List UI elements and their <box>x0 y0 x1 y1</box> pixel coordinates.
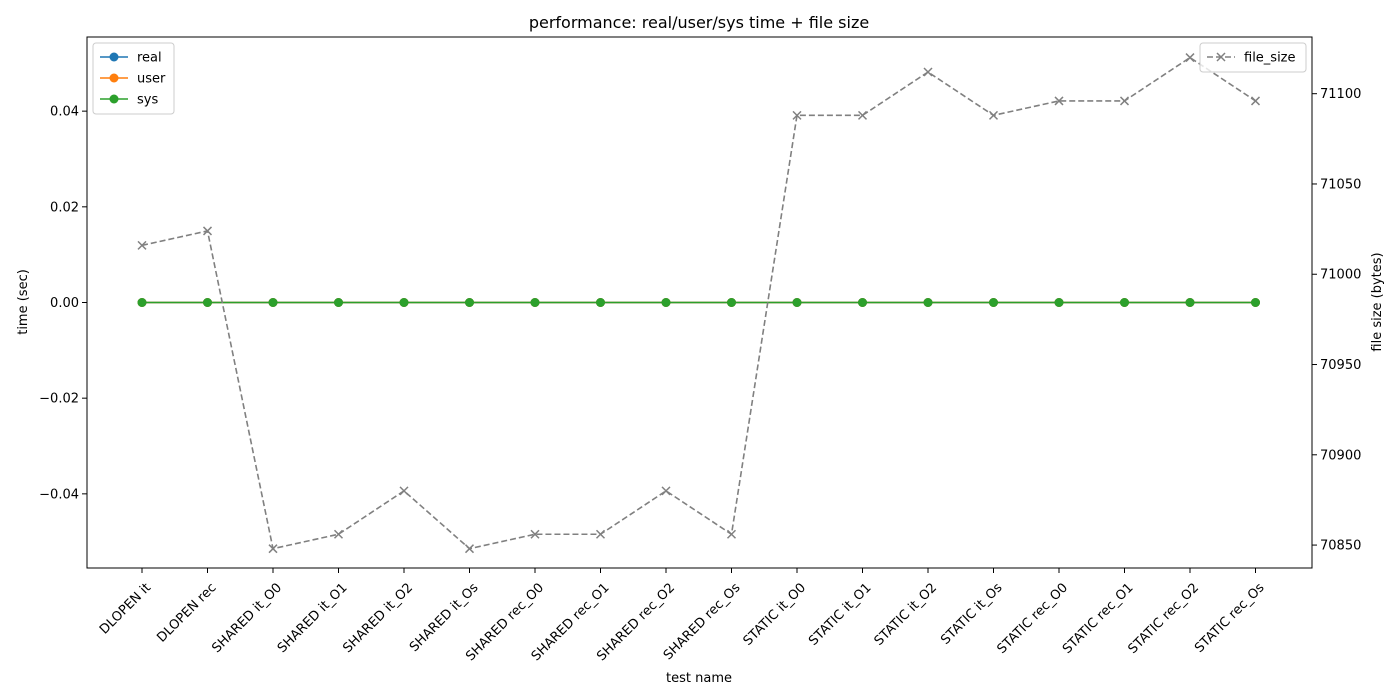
data-point-mark <box>595 529 606 539</box>
series-sys <box>137 298 1260 307</box>
y-tick-label-left: 0.04 <box>50 105 79 120</box>
data-point-sys <box>923 298 933 307</box>
data-point-file_size <box>1185 53 1195 63</box>
y-tick-label-right: 71050 <box>1320 177 1361 192</box>
y-tick-label-right: 70900 <box>1320 448 1361 463</box>
data-point-mark <box>202 226 213 236</box>
data-point-mark <box>399 486 409 496</box>
legend-marker <box>1216 52 1226 62</box>
y-tick-label-right: 71100 <box>1320 87 1361 102</box>
y-tick-label-left: −0.04 <box>39 487 79 502</box>
data-point-sys <box>465 298 474 307</box>
y-tick-label-left: 0.02 <box>50 200 79 215</box>
data-point-sys <box>530 298 540 307</box>
data-point-mark <box>661 486 671 496</box>
data-point-mark <box>988 110 999 120</box>
legend-marker <box>109 73 119 83</box>
data-point-file_size <box>1054 96 1064 106</box>
data-point-mark <box>1185 53 1195 63</box>
data-point-mark <box>726 529 737 539</box>
data-point-file_size <box>661 486 671 496</box>
data-point-file_size <box>857 110 868 120</box>
data-point-file_size <box>137 240 147 250</box>
data-point-sys <box>334 298 343 307</box>
legend-label: user <box>137 72 166 87</box>
data-point-sys <box>858 298 867 307</box>
legend-marker <box>109 52 119 62</box>
data-point-sys <box>596 298 605 307</box>
data-point-file_size <box>464 544 475 554</box>
data-point-sys <box>792 298 802 307</box>
data-point-file_size <box>202 226 213 236</box>
legend-marker <box>109 94 119 104</box>
data-point-mark <box>137 240 147 250</box>
y-tick-label-left: 0.00 <box>50 296 79 311</box>
data-point-mark <box>1250 96 1261 106</box>
data-point-file_size <box>333 529 344 539</box>
data-point-sys <box>1054 298 1064 307</box>
data-point-mark <box>923 67 933 77</box>
legend-item-user: user <box>100 72 166 87</box>
data-point-sys <box>137 298 147 307</box>
data-point-mark <box>1119 96 1130 106</box>
plot-area <box>137 53 1261 554</box>
legend-box <box>1199 42 1307 73</box>
data-point-sys <box>727 298 736 307</box>
data-point-sys <box>268 298 278 307</box>
data-point-mark <box>464 544 475 554</box>
series-file_size <box>137 53 1261 554</box>
data-point-sys <box>1120 298 1129 307</box>
y-tick-label-right: 70950 <box>1320 358 1361 373</box>
data-point-mark <box>1054 96 1064 106</box>
legend-label: real <box>137 51 162 66</box>
legend-label: sys <box>137 93 158 108</box>
data-point-file_size <box>923 67 933 77</box>
y-tick-label-right: 70850 <box>1320 539 1361 554</box>
data-point-file_size <box>268 544 278 554</box>
data-point-file_size <box>726 529 737 539</box>
data-point-mark <box>857 110 868 120</box>
legend-label: file_size <box>1244 51 1296 66</box>
data-point-file_size <box>399 486 409 496</box>
data-point-file_size <box>595 529 606 539</box>
series-line-file_size <box>141 56 1256 550</box>
data-point-file_size <box>530 529 540 539</box>
data-point-mark <box>530 529 540 539</box>
legend-item-real: real <box>100 51 162 66</box>
y-tick-label-right: 71000 <box>1320 268 1361 283</box>
data-point-sys <box>203 298 212 307</box>
data-point-sys <box>399 298 409 307</box>
legend-item-sys: sys <box>100 93 158 108</box>
x-axis-label: test name <box>666 671 732 686</box>
data-point-file_size <box>1250 96 1261 106</box>
data-point-file_size <box>792 110 802 120</box>
legend-item-file_size: file_size <box>1207 51 1296 66</box>
data-point-file_size <box>1119 96 1130 106</box>
data-point-sys <box>1251 298 1260 307</box>
data-point-mark <box>792 110 802 120</box>
legend-right: file_size <box>1199 42 1307 73</box>
y-axis-label-left: time (sec) <box>16 269 31 335</box>
chart-title: performance: real/user/sys time + file s… <box>529 13 869 32</box>
legend-left: real user sys <box>92 42 175 115</box>
data-point-mark <box>333 529 344 539</box>
y-tick-label-left: −0.02 <box>39 392 79 407</box>
data-point-sys <box>989 298 998 307</box>
data-point-mark <box>268 544 278 554</box>
data-point-sys <box>1185 298 1195 307</box>
y-axis-label-right: file size (bytes) <box>1370 252 1385 351</box>
data-point-sys <box>661 298 671 307</box>
data-point-file_size <box>988 110 999 120</box>
